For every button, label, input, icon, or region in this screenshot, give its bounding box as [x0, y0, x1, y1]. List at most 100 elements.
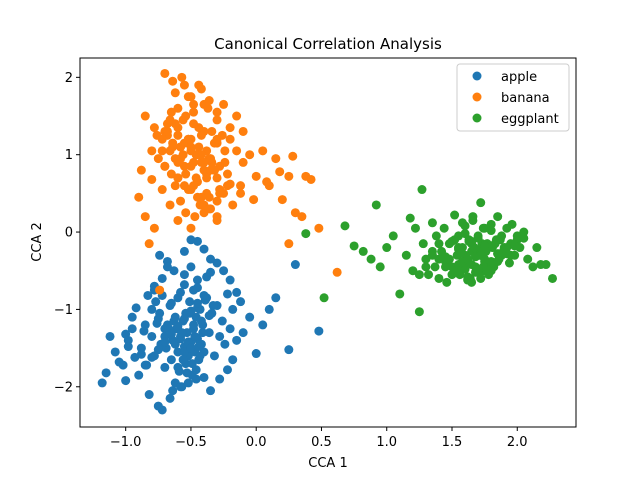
- apple-point: [147, 352, 157, 362]
- banana-point: [284, 171, 294, 181]
- banana-point: [212, 134, 222, 144]
- legend-marker-apple: [472, 71, 482, 81]
- banana-point: [189, 107, 199, 117]
- banana-point: [136, 165, 146, 175]
- apple-point: [179, 280, 189, 290]
- eggplant-point: [410, 223, 420, 233]
- banana-point: [173, 130, 183, 140]
- eggplant-point: [476, 198, 486, 208]
- banana-point: [189, 181, 199, 191]
- eggplant-point: [510, 241, 520, 251]
- eggplant-point: [486, 256, 496, 266]
- apple-point: [134, 370, 144, 380]
- apple-point: [228, 304, 238, 314]
- apple-point: [209, 351, 219, 361]
- apple-point: [192, 298, 202, 308]
- points-layer: [97, 68, 558, 415]
- apple-point: [179, 270, 189, 280]
- apple-point: [238, 328, 248, 338]
- apple-point: [199, 290, 209, 300]
- banana-point: [288, 151, 298, 161]
- eggplant-point: [473, 233, 483, 243]
- eggplant-point: [434, 273, 444, 283]
- legend-label-apple: apple: [501, 70, 537, 85]
- banana-point: [149, 223, 159, 233]
- eggplant-point: [442, 277, 452, 287]
- banana-point: [238, 157, 248, 167]
- legend-label-banana: banana: [501, 91, 550, 106]
- eggplant-point: [421, 254, 431, 264]
- eggplant-point: [548, 273, 558, 283]
- banana-point: [196, 150, 206, 160]
- apple-point: [144, 390, 154, 400]
- eggplant-point: [467, 260, 477, 270]
- eggplant-point: [541, 260, 551, 270]
- eggplant-point: [439, 223, 449, 233]
- banana-point: [166, 107, 176, 117]
- banana-point: [157, 134, 167, 144]
- apple-point: [178, 355, 188, 365]
- apple-point: [251, 349, 261, 359]
- banana-point: [160, 68, 170, 78]
- eggplant-point: [301, 229, 311, 239]
- banana-point: [249, 195, 259, 205]
- apple-point: [97, 378, 107, 388]
- banana-point: [204, 204, 214, 214]
- apple-point: [170, 312, 180, 322]
- apple-point: [121, 329, 131, 339]
- apple-point: [204, 328, 214, 338]
- banana-point: [181, 111, 191, 121]
- banana-point: [202, 173, 212, 183]
- apple-point: [166, 329, 176, 339]
- apple-point: [208, 301, 218, 311]
- banana-point: [207, 126, 217, 136]
- banana-point: [186, 142, 196, 152]
- eggplant-point: [349, 241, 359, 251]
- eggplant-point: [382, 243, 392, 253]
- banana-point: [196, 192, 206, 202]
- banana-point: [332, 267, 342, 277]
- banana-point: [168, 138, 178, 148]
- banana-point: [147, 174, 157, 184]
- apple-point: [195, 351, 205, 361]
- apple-point: [166, 355, 176, 365]
- banana-point: [222, 169, 232, 179]
- banana-point: [134, 192, 144, 202]
- banana-point: [212, 115, 222, 125]
- banana-point: [186, 92, 196, 102]
- apple-point: [140, 360, 150, 370]
- banana-point: [140, 212, 150, 222]
- apple-point: [182, 368, 192, 378]
- apple-point: [101, 368, 111, 378]
- banana-point: [177, 72, 187, 82]
- y-tick-label: −2: [54, 380, 73, 395]
- banana-point: [166, 169, 176, 179]
- banana-point: [238, 126, 248, 136]
- apple-point: [245, 312, 255, 322]
- eggplant-point: [519, 233, 529, 243]
- apple-point: [191, 374, 201, 384]
- apple-point: [179, 347, 189, 357]
- apple-point: [153, 345, 163, 355]
- apple-point: [136, 349, 146, 359]
- apple-point: [110, 347, 120, 357]
- eggplant-point: [460, 229, 470, 239]
- banana-point: [157, 146, 167, 156]
- banana-point: [271, 154, 281, 164]
- banana-point: [236, 188, 246, 198]
- eggplant-point: [468, 212, 478, 222]
- apple-point: [136, 343, 146, 353]
- banana-point: [220, 146, 230, 156]
- banana-point: [212, 196, 222, 206]
- banana-point: [170, 119, 180, 129]
- banana-point: [178, 150, 188, 160]
- eggplant-point: [494, 249, 504, 259]
- apple-point: [191, 365, 201, 375]
- eggplant-point: [434, 239, 444, 249]
- eggplant-point: [421, 262, 431, 272]
- eggplant-point: [486, 226, 496, 236]
- apple-point: [215, 331, 225, 341]
- apple-point: [314, 326, 324, 336]
- eggplant-point: [528, 262, 538, 272]
